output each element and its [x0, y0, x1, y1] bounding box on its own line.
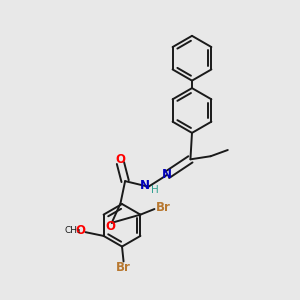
Text: N: N [162, 168, 172, 181]
Text: O: O [116, 153, 125, 166]
Text: N: N [140, 178, 150, 192]
Text: Br: Br [156, 201, 171, 214]
Text: CH₃: CH₃ [64, 226, 81, 235]
Text: O: O [106, 220, 116, 233]
Text: O: O [76, 224, 86, 237]
Text: H: H [152, 185, 159, 195]
Text: Br: Br [116, 261, 131, 274]
